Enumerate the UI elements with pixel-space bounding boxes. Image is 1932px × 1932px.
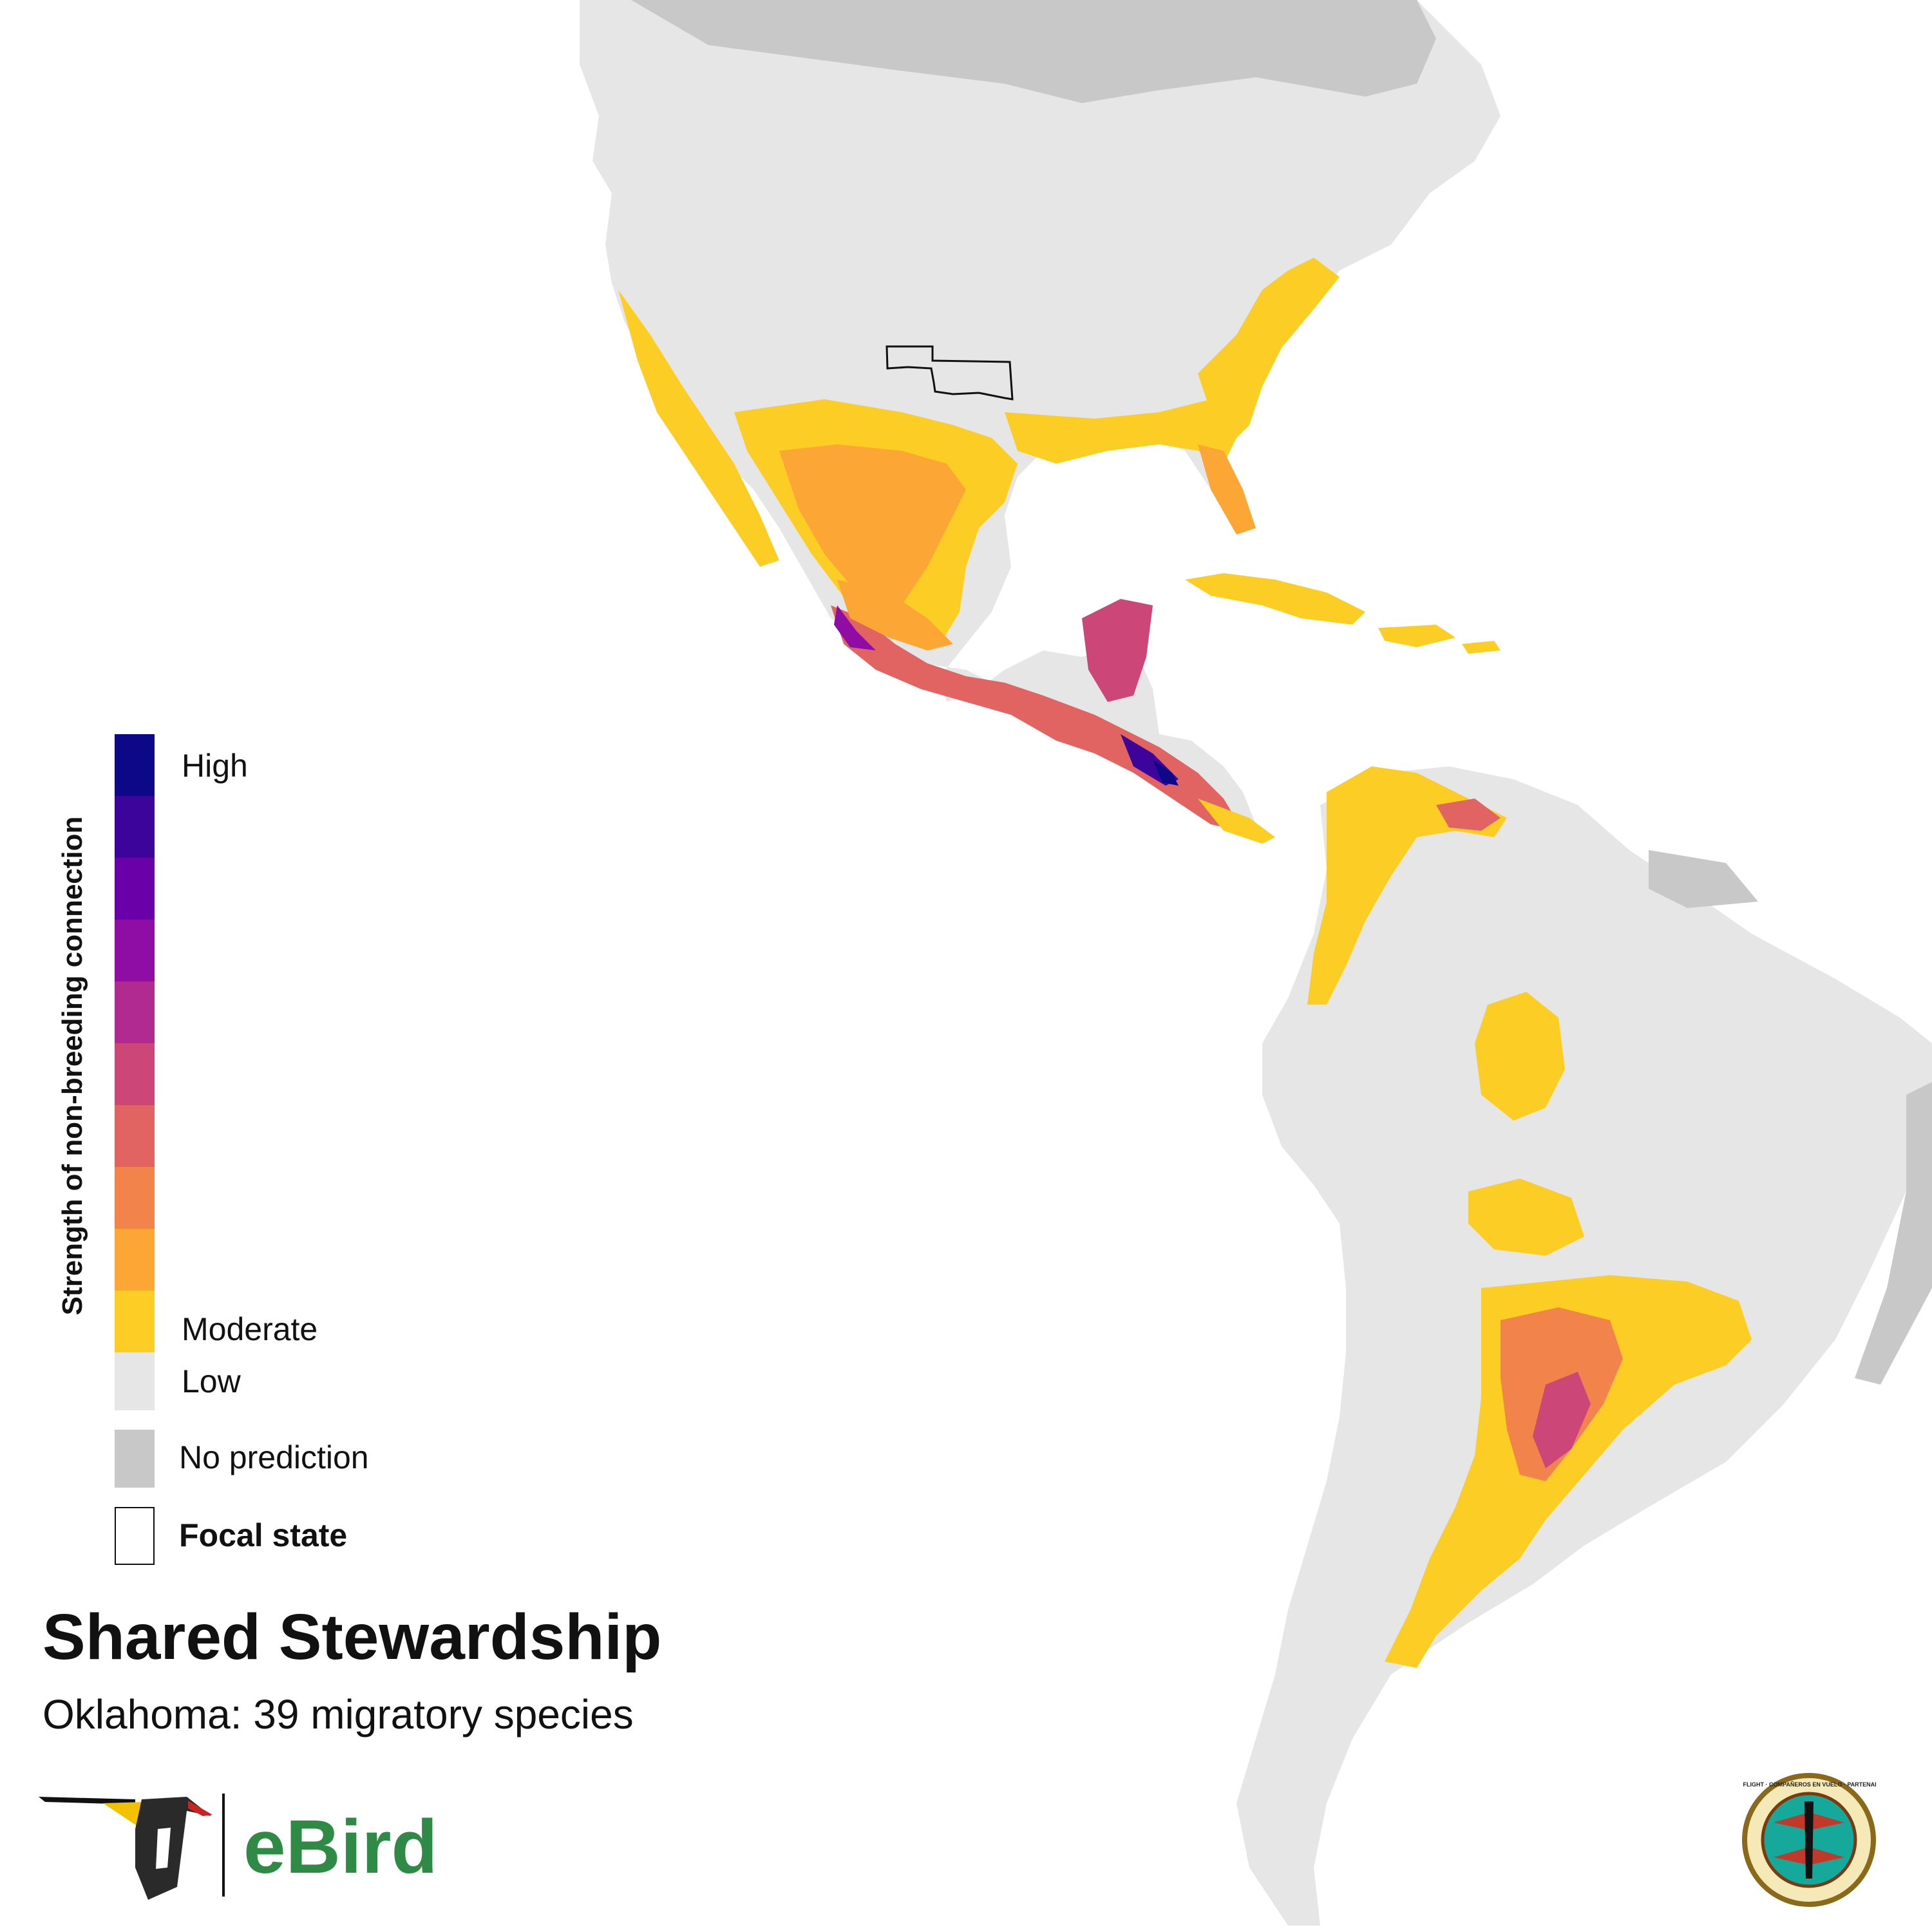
- legend-swatch-4: [115, 920, 155, 981]
- legend-label-focal-state: Focal state: [179, 1517, 348, 1553]
- map-subtitle: Oklahoma: 39 migratory species: [43, 1691, 634, 1738]
- woodpecker-cheek-icon: [156, 1828, 171, 1869]
- pif-ring-text: PARTNERS IN FLIGHT · COMPAÑEROS EN VUELO…: [1741, 1781, 1877, 1788]
- logo-divider: [222, 1794, 225, 1897]
- connection-layer: [618, 258, 1752, 1668]
- woodpecker-crest-icon: [103, 1802, 145, 1829]
- legend-label-low: Low: [182, 1363, 241, 1399]
- partners-in-flight-logo: PARTNERS IN FLIGHT · COMPAÑEROS EN VUELO…: [1741, 1773, 1877, 1907]
- legend-swatch-10: [115, 1291, 155, 1352]
- legend-label-moderate: Moderate: [182, 1311, 318, 1347]
- woodpecker-head-icon: [135, 1797, 211, 1900]
- ebird-wordmark: eBird: [243, 1804, 438, 1889]
- legend-swatch-6: [115, 1043, 155, 1105]
- legend-swatch-5: [115, 981, 155, 1043]
- legend-swatch-low: [115, 1352, 155, 1410]
- legend-swatch-focal-state: [115, 1507, 155, 1565]
- legend-swatch-9: [115, 1229, 155, 1291]
- legend-label-high: High: [182, 748, 248, 784]
- south-america-no-prediction: [1649, 850, 1932, 1385]
- legend-swatch-8: [115, 1167, 155, 1229]
- legend-swatch-2: [115, 796, 155, 858]
- legend-swatch-1: [115, 734, 155, 796]
- legend-swatch-3: [115, 858, 155, 920]
- caribbean-islands: [1185, 573, 1501, 654]
- ebird-logo: eBird: [39, 1794, 438, 1900]
- legend-label-no-prediction: No prediction: [179, 1439, 369, 1475]
- legend-swatch-7: [115, 1105, 155, 1167]
- map-title: Shared Stewardship: [43, 1601, 662, 1673]
- focal-state-outline: [886, 345, 1014, 401]
- woodpecker-red-icon: [188, 1801, 213, 1816]
- north-no-prediction: [631, 0, 1436, 103]
- legend-swatch-no-prediction: [115, 1430, 155, 1488]
- legend-axis-title: Strength of non-breeding connection: [57, 816, 88, 1316]
- woodpecker-bill-icon: [39, 1797, 135, 1804]
